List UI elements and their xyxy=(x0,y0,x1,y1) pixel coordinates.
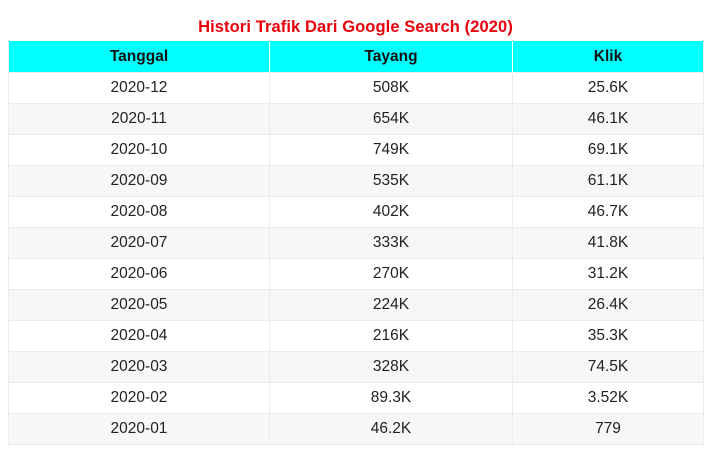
cell-tayang: 508K xyxy=(269,72,513,104)
table-title: Histori Trafik Dari Google Search (2020) xyxy=(198,18,513,36)
cell-klik: 46.7K xyxy=(512,196,704,228)
cell-tanggal: 2020-05 xyxy=(8,289,270,321)
cell-klik: 74.5K xyxy=(512,351,704,383)
table-row: 2020-09 535K 61.1K xyxy=(8,165,704,197)
table-row: 2020-04 216K 35.3K xyxy=(8,320,704,352)
cell-klik: 779 xyxy=(512,413,704,445)
table-body: 2020-12 508K 25.6K 2020-11 654K 46.1K 20… xyxy=(8,72,704,445)
table-row: 2020-11 654K 46.1K xyxy=(8,103,704,135)
table-row: 2020-12 508K 25.6K xyxy=(8,72,704,104)
header-tayang: Tayang xyxy=(269,41,513,73)
header-klik: Klik xyxy=(512,41,704,73)
table-row: 2020-05 224K 26.4K xyxy=(8,289,704,321)
cell-tanggal: 2020-06 xyxy=(8,258,270,290)
cell-tanggal: 2020-02 xyxy=(8,382,270,414)
cell-tayang: 46.2K xyxy=(269,413,513,445)
cell-tayang: 535K xyxy=(269,165,513,197)
cell-tayang: 333K xyxy=(269,227,513,259)
cell-klik: 25.6K xyxy=(512,72,704,104)
table-row: 2020-03 328K 74.5K xyxy=(8,351,704,383)
cell-tanggal: 2020-08 xyxy=(8,196,270,228)
cell-klik: 41.8K xyxy=(512,227,704,259)
cell-tayang: 216K xyxy=(269,320,513,352)
cell-tanggal: 2020-04 xyxy=(8,320,270,352)
table-row: 2020-02 89.3K 3.52K xyxy=(8,382,704,414)
traffic-table: Tanggal Tayang Klik 2020-12 508K 25.6K 2… xyxy=(8,41,704,445)
cell-klik: 31.2K xyxy=(512,258,704,290)
cell-tayang: 654K xyxy=(269,103,513,135)
table-row: 2020-01 46.2K 779 xyxy=(8,413,704,445)
cell-tanggal: 2020-09 xyxy=(8,165,270,197)
cell-tanggal: 2020-03 xyxy=(8,351,270,383)
table-row: 2020-06 270K 31.2K xyxy=(8,258,704,290)
cell-tanggal: 2020-12 xyxy=(8,72,270,104)
table-row: 2020-07 333K 41.8K xyxy=(8,227,704,259)
cell-klik: 35.3K xyxy=(512,320,704,352)
cell-tanggal: 2020-01 xyxy=(8,413,270,445)
cell-tanggal: 2020-11 xyxy=(8,103,270,135)
cell-tayang: 749K xyxy=(269,134,513,166)
cell-tayang: 224K xyxy=(269,289,513,321)
table-row: 2020-10 749K 69.1K xyxy=(8,134,704,166)
header-tanggal: Tanggal xyxy=(8,41,270,73)
cell-tayang: 402K xyxy=(269,196,513,228)
cell-klik: 46.1K xyxy=(512,103,704,135)
cell-tanggal: 2020-07 xyxy=(8,227,270,259)
cell-tayang: 270K xyxy=(269,258,513,290)
cell-klik: 69.1K xyxy=(512,134,704,166)
table-header: Tanggal Tayang Klik xyxy=(8,41,704,73)
table-row: 2020-08 402K 46.7K xyxy=(8,196,704,228)
cell-klik: 26.4K xyxy=(512,289,704,321)
header-row: Tanggal Tayang Klik xyxy=(8,41,704,73)
cell-klik: 61.1K xyxy=(512,165,704,197)
cell-klik: 3.52K xyxy=(512,382,704,414)
cell-tayang: 89.3K xyxy=(269,382,513,414)
cell-tanggal: 2020-10 xyxy=(8,134,270,166)
cell-tayang: 328K xyxy=(269,351,513,383)
